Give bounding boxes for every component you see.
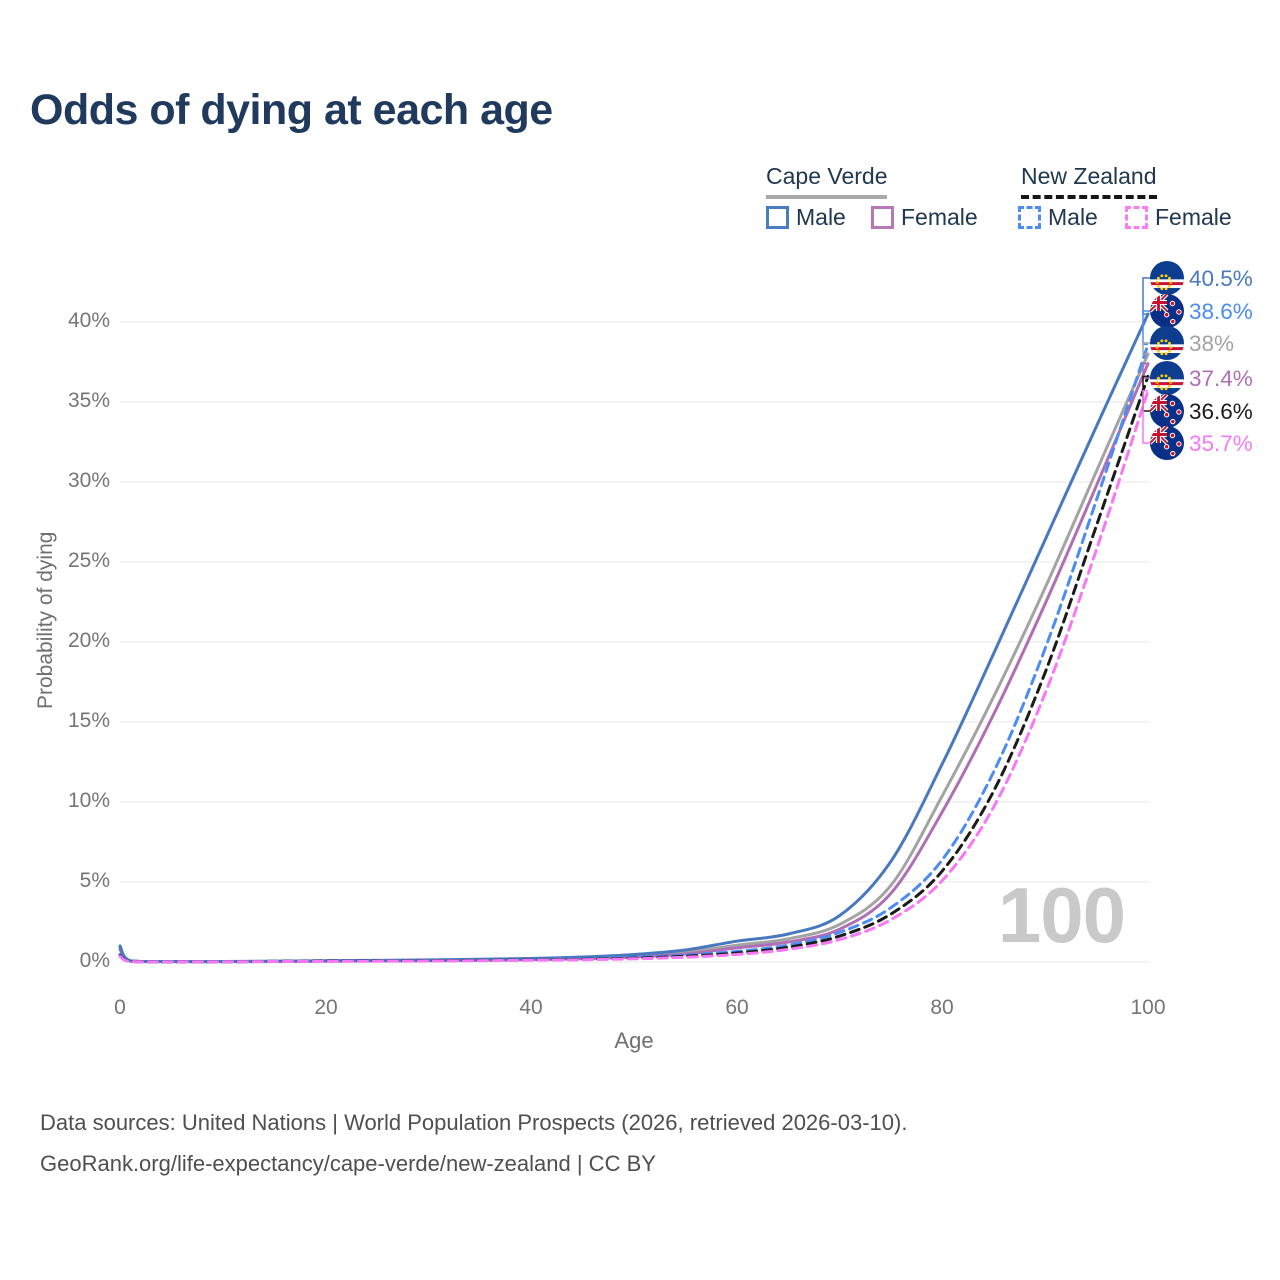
legend-swatch-cape-verde-male[interactable]: [766, 206, 789, 229]
x-axis-title: Age: [614, 1028, 654, 1053]
plot-area: 40.5% 38.6% 38% 37.4% 36.6% 35.7%: [118, 261, 1253, 964]
new-zealand-flag-icon: [1150, 394, 1184, 428]
legend-item-new-zealand-female[interactable]: Female: [1125, 204, 1232, 231]
x-tick-20: 20: [314, 996, 338, 1019]
y-tick-0: 0%: [79, 949, 110, 972]
x-tick-80: 80: [930, 996, 954, 1019]
y-tick-10: 10%: [67, 789, 110, 812]
new-zealand-flag-icon: [1150, 294, 1184, 328]
legend-item-cape-verde-female[interactable]: Female: [871, 204, 978, 231]
legend-group-title-cape-verde: Cape Verde: [766, 163, 888, 199]
cape-verde-flag-icon: [1150, 326, 1184, 360]
series-line-new-zealand-female[interactable]: [118, 389, 1150, 964]
leader-line-cape-verde-female: [1142, 362, 1150, 379]
leader-line-cape-verde-male: [1142, 277, 1150, 315]
legend-swatch-new-zealand-male[interactable]: [1018, 206, 1041, 229]
age-watermark: 100: [997, 871, 1126, 959]
end-value-label-cape-verde-both: 38%: [1189, 331, 1234, 356]
legend-group-new-zealand: New Zealand: [1021, 163, 1157, 199]
legend-item-cape-verde-male[interactable]: Male: [766, 204, 846, 231]
legend-item-label: Female: [1155, 204, 1232, 230]
y-tick-40: 40%: [67, 309, 110, 332]
x-tick-0: 0: [114, 996, 126, 1019]
y-tick-25: 25%: [67, 549, 110, 572]
leader-line-new-zealand-female: [1142, 390, 1150, 444]
end-value-label-cape-verde-male: 40.5%: [1189, 266, 1253, 291]
y-tick-30: 30%: [67, 469, 110, 492]
y-tick-35: 35%: [67, 389, 110, 412]
y-axis-title: Probability of dying: [34, 531, 57, 709]
x-tick-40: 40: [519, 996, 543, 1019]
end-value-label-new-zealand-both: 36.6%: [1189, 399, 1253, 424]
leader-line-new-zealand-male: [1142, 310, 1150, 346]
new-zealand-flag-icon: [1150, 426, 1184, 460]
legend-item-label: Male: [796, 204, 846, 230]
cape-verde-flag-icon: [1150, 361, 1184, 395]
legend-item-label: Male: [1048, 204, 1098, 230]
y-tick-20: 20%: [67, 629, 110, 652]
legend-item-new-zealand-male[interactable]: Male: [1018, 204, 1098, 231]
x-tick-100: 100: [1130, 996, 1166, 1019]
y-tick-5: 5%: [79, 869, 110, 892]
y-tick-15: 15%: [67, 709, 110, 732]
x-tick-60: 60: [725, 996, 749, 1019]
legend-swatch-new-zealand-female[interactable]: [1125, 206, 1148, 229]
data-source-line: Data sources: United Nations | World Pop…: [40, 1110, 908, 1135]
cape-verde-flag-icon: [1150, 261, 1184, 295]
series-line-cape-verde-male[interactable]: [118, 312, 1150, 964]
end-value-label-new-zealand-male: 38.6%: [1189, 299, 1253, 324]
chart-title: Odds of dying at each age: [30, 86, 553, 134]
attribution-line: GeoRank.org/life-expectancy/cape-verde/n…: [40, 1151, 656, 1176]
end-value-label-new-zealand-female: 35.7%: [1189, 431, 1253, 456]
leader-line-cape-verde-both: [1142, 342, 1150, 355]
legend-swatch-cape-verde-female[interactable]: [871, 206, 894, 229]
legend-group-title-new-zealand: New Zealand: [1021, 163, 1157, 199]
end-value-label-cape-verde-female: 37.4%: [1189, 366, 1253, 391]
legend-group-cape-verde: Cape Verde: [766, 163, 888, 199]
legend-item-label: Female: [901, 204, 978, 230]
